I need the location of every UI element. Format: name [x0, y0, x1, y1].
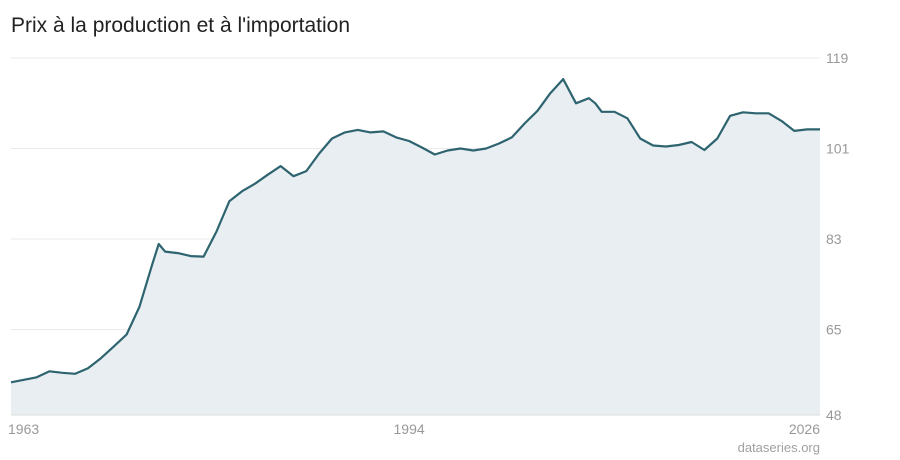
chart-title: Prix à la production et à l'importation	[11, 14, 351, 37]
x-tick-label: 1994	[394, 421, 425, 437]
x-tick-label: 2026	[789, 421, 820, 437]
y-tick-label: 119	[826, 50, 849, 66]
y-tick-label: 101	[826, 141, 850, 157]
series-line	[10, 78, 820, 384]
y-tick-label: 65	[826, 322, 842, 338]
area-fill	[11, 79, 820, 415]
y-tick-label: 48	[826, 407, 842, 423]
x-tick-labels: 1963 1994 2026	[8, 421, 820, 437]
source-label: dataseries.org	[737, 440, 820, 455]
y-tick-labels: 119 101 83 65 48	[826, 50, 850, 423]
x-tick-label: 1963	[8, 421, 39, 437]
y-tick-label: 83	[826, 231, 842, 247]
